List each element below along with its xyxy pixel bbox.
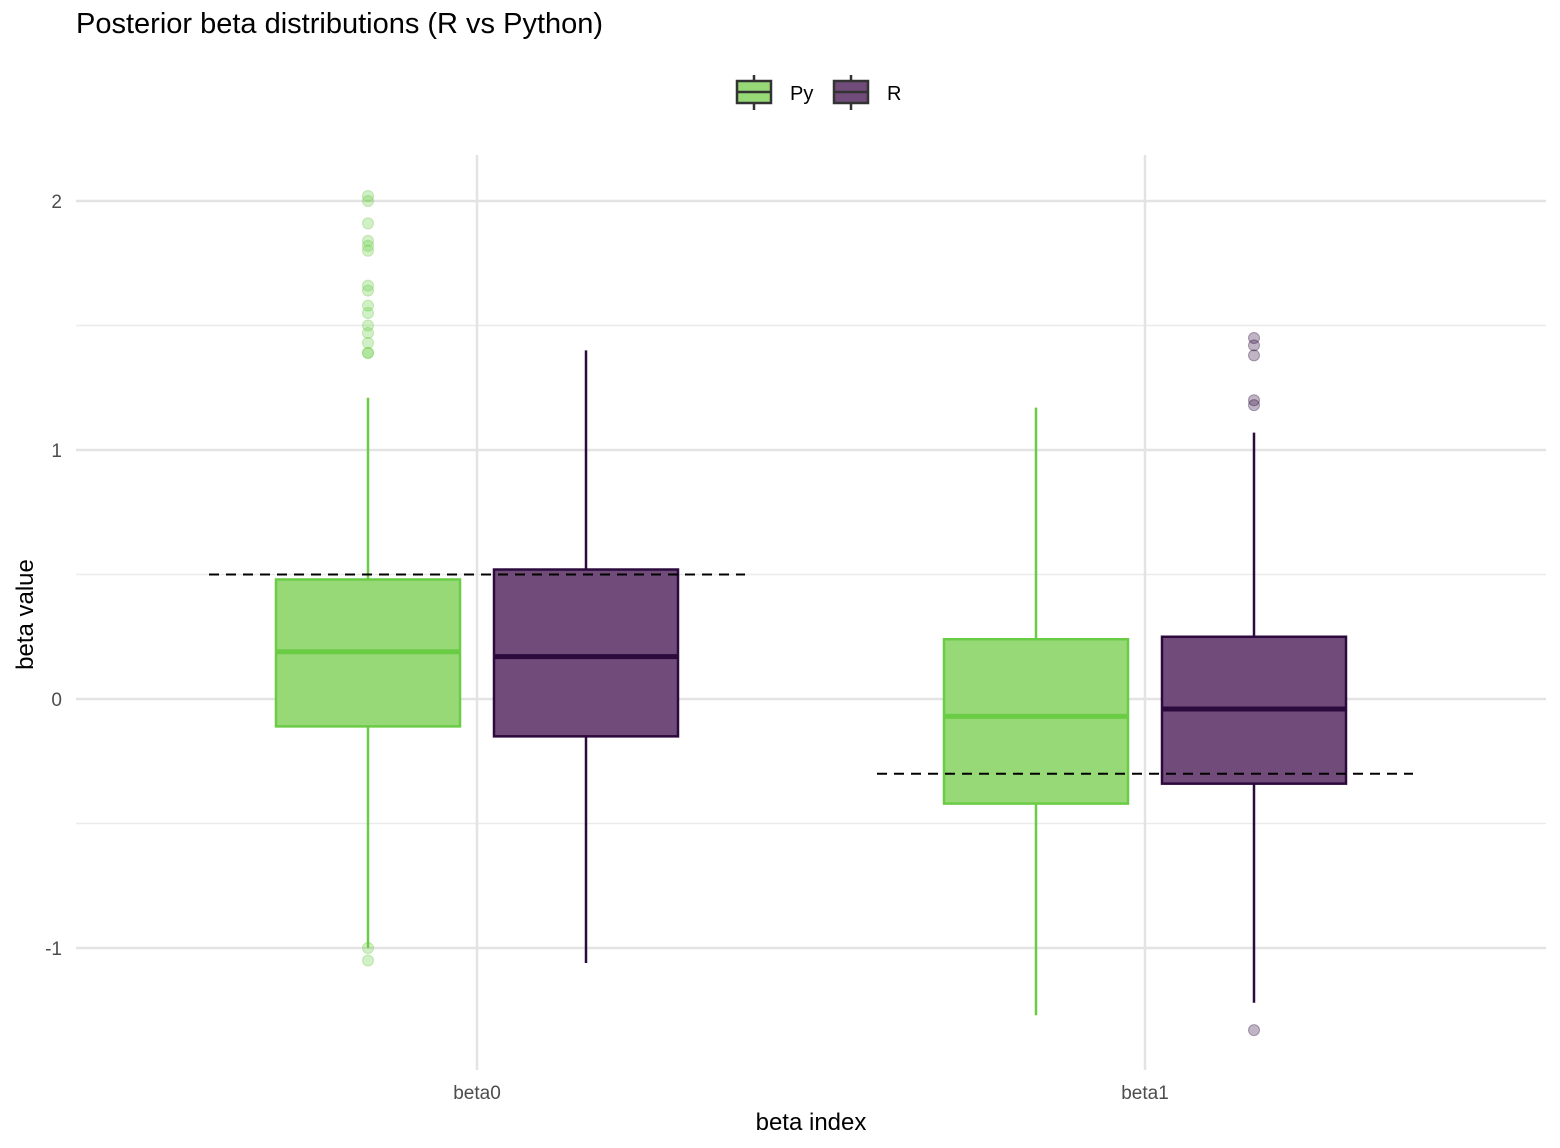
boxplot-r-beta1 bbox=[1160, 331, 1348, 1037]
chart-title: Posterior beta distributions (R vs Pytho… bbox=[76, 8, 604, 40]
outlier-point bbox=[362, 346, 374, 359]
boxplot-r-beta0 bbox=[492, 350, 680, 963]
outlier-point bbox=[362, 942, 374, 954]
y-tick-label: 0 bbox=[51, 690, 62, 711]
reference-line-layer bbox=[209, 573, 1413, 775]
outlier-point bbox=[362, 190, 374, 203]
outlier-point bbox=[362, 244, 374, 257]
outlier-point bbox=[362, 234, 374, 247]
y-axis-title: beta value bbox=[12, 559, 39, 670]
outlier-point bbox=[1248, 339, 1260, 352]
box-layer bbox=[274, 190, 1348, 1037]
outlier-point bbox=[362, 307, 374, 320]
x-tick-label: beta0 bbox=[453, 1083, 501, 1104]
outlier-point bbox=[1248, 1024, 1260, 1037]
outlier-point bbox=[362, 954, 374, 967]
outlier-point bbox=[362, 239, 374, 252]
y-tick-label: -1 bbox=[45, 939, 62, 960]
outlier-point bbox=[362, 279, 374, 292]
outlier-point bbox=[362, 195, 374, 207]
outlier-point bbox=[1248, 399, 1260, 412]
outlier-point bbox=[362, 346, 374, 359]
legend-item-r: R bbox=[832, 75, 901, 110]
x-tick-label: beta1 bbox=[1121, 1083, 1169, 1104]
outlier-point bbox=[362, 326, 374, 339]
outlier-point bbox=[362, 284, 374, 297]
box bbox=[942, 637, 1130, 805]
grid-layer bbox=[76, 155, 1546, 1070]
legend: Py R bbox=[735, 75, 901, 110]
x-axis-title: beta index bbox=[756, 1109, 867, 1136]
boxplot-py-beta1 bbox=[942, 407, 1130, 1016]
boxplot-py-beta0 bbox=[274, 190, 462, 967]
axis-layer: -1 0 1 2 beta0 beta1 beta index beta value bbox=[12, 192, 1169, 1136]
outlier-point bbox=[1248, 394, 1260, 407]
outlier-point bbox=[362, 336, 374, 349]
outlier-point bbox=[1248, 349, 1260, 362]
legend-label: R bbox=[887, 83, 901, 105]
legend-label: Py bbox=[790, 83, 813, 105]
y-tick-label: 2 bbox=[51, 192, 62, 213]
outlier-point bbox=[362, 319, 374, 332]
outlier-point bbox=[362, 299, 374, 312]
y-tick-label: 1 bbox=[51, 441, 62, 462]
outlier-point bbox=[362, 217, 374, 230]
outlier-point bbox=[1248, 331, 1260, 344]
box bbox=[492, 568, 680, 738]
legend-item-py: Py bbox=[735, 75, 813, 110]
